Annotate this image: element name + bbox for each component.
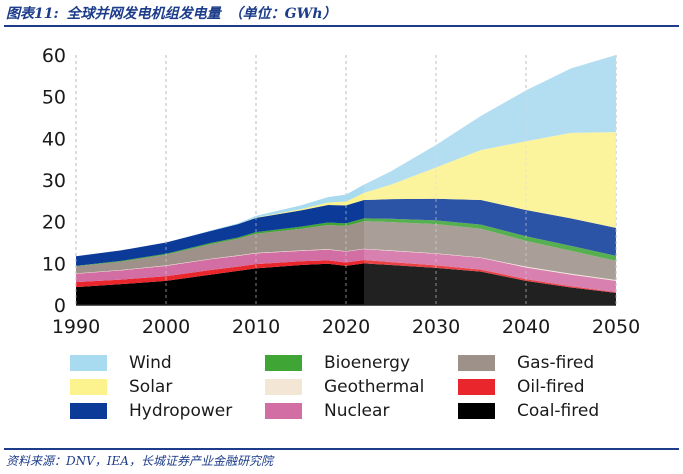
x-tick-2020: 2020	[322, 316, 370, 338]
legend-item-coal-fired: Coal-fired	[458, 400, 599, 422]
x-tick-2000: 2000	[142, 316, 190, 338]
legend-item-geothermal: Geothermal	[265, 376, 424, 398]
x-tick-2040: 2040	[502, 316, 550, 338]
y-tick-50: 50	[42, 87, 66, 109]
figure-unit: （单位：GWh）	[228, 6, 337, 22]
x-tick-2050: 2050	[592, 316, 640, 338]
legend-label: Geothermal	[324, 377, 425, 397]
legend-swatch	[265, 355, 302, 371]
source-divider	[4, 448, 679, 450]
legend-item-oil-fired: Oil-fired	[458, 376, 585, 398]
y-tick-60: 60	[42, 45, 66, 67]
legend-swatch	[70, 403, 107, 419]
legend-swatch	[458, 403, 495, 419]
area-solar	[76, 132, 616, 257]
legend-item-hydropower: Hydropower	[70, 400, 232, 422]
y-tick-30: 30	[42, 170, 66, 192]
legend-swatch	[458, 355, 495, 371]
legend-swatch	[265, 379, 302, 395]
legend-item-nuclear: Nuclear	[265, 400, 389, 422]
x-tick-1990: 1990	[52, 316, 100, 338]
area-wind	[76, 55, 616, 257]
legend-label: Hydropower	[129, 401, 233, 421]
legend-item-gas-fired: Gas-fired	[458, 352, 594, 374]
x-tick-2030: 2030	[412, 316, 460, 338]
legend-item-bioenergy: Bioenergy	[265, 352, 410, 374]
y-tick-10: 10	[42, 253, 66, 275]
y-tick-0: 0	[54, 295, 66, 317]
legend-swatch	[70, 355, 107, 371]
forecast-shade	[364, 55, 616, 305]
y-tick-40: 40	[42, 128, 66, 150]
legend-swatch	[458, 379, 495, 395]
title-divider	[4, 25, 679, 27]
legend-item-wind: Wind	[70, 352, 172, 374]
x-tick-2010: 2010	[232, 316, 280, 338]
legend-label: Coal-fired	[517, 401, 600, 421]
source-note: 资料来源：DNV，IEA，长城证券产业金融研究院	[6, 454, 273, 468]
figure-number: 图表11:	[6, 6, 59, 22]
figure-title-text: 全球并网发电机组发电量	[66, 6, 221, 22]
legend-swatch	[70, 379, 107, 395]
legend-label: Gas-fired	[517, 353, 595, 373]
legend-swatch	[265, 403, 302, 419]
legend-item-solar: Solar	[70, 376, 172, 398]
area-hydropower	[76, 198, 616, 266]
y-tick-20: 20	[42, 212, 66, 234]
figure-title: 图表11: 全球并网发电机组发电量 （单位：GWh）	[6, 3, 337, 23]
chart-legend: Wind Solar Hydropower Bioenergy Geothermal Nu…	[70, 352, 670, 427]
area-nuclear	[76, 249, 616, 293]
legend-label: Oil-fired	[517, 377, 585, 397]
legend-label: Bioenergy	[324, 353, 411, 373]
legend-label: Nuclear	[324, 401, 390, 421]
area-gas-fired	[76, 221, 616, 280]
area-oil-fired	[76, 260, 616, 293]
legend-label: Solar	[129, 377, 173, 397]
legend-label: Wind	[129, 353, 172, 373]
